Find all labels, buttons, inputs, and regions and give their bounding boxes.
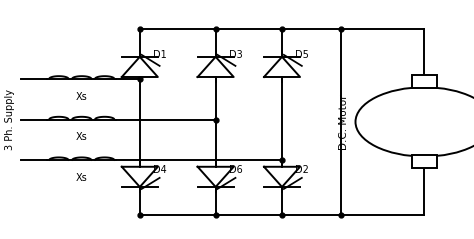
FancyBboxPatch shape [412,155,437,168]
Text: D5: D5 [295,50,309,60]
Text: D.C. Motor: D.C. Motor [338,94,349,150]
Text: D2: D2 [295,165,309,175]
Text: D4: D4 [153,165,167,175]
Text: Xs: Xs [76,92,88,102]
Text: D1: D1 [153,50,167,60]
Text: D6: D6 [229,165,243,175]
Text: Xs: Xs [76,173,88,183]
Polygon shape [264,167,300,187]
Polygon shape [264,57,300,77]
Text: Xs: Xs [76,132,88,142]
FancyBboxPatch shape [412,75,437,88]
Polygon shape [198,57,234,77]
Polygon shape [122,57,158,77]
Text: D3: D3 [229,50,243,60]
Polygon shape [198,167,234,187]
Polygon shape [122,167,158,187]
Text: 3 Ph. Supply: 3 Ph. Supply [5,89,16,150]
